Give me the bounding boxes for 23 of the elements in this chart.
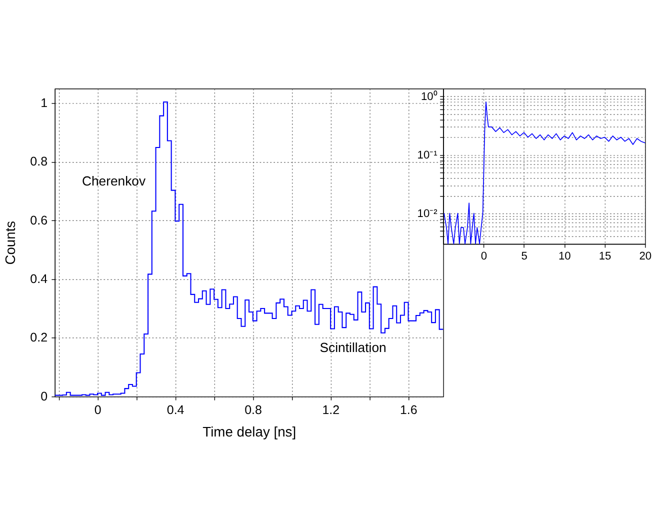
- x-tick-label: 0: [94, 403, 102, 418]
- y-axis-title: Counts: [2, 220, 18, 265]
- x-tick-label: 0.8: [244, 403, 262, 418]
- x-tick-label: 0: [480, 250, 488, 262]
- y-tick-label: 0.2: [30, 330, 48, 345]
- x-tick-label: 10: [558, 250, 571, 262]
- x-tick-label: 1.2: [322, 403, 340, 418]
- x-tick-label: 20: [639, 250, 652, 262]
- y-tick-label: 1: [40, 96, 48, 110]
- x-tick-label: 1.6: [400, 403, 418, 418]
- y-tick-label: 0.6: [30, 213, 48, 228]
- x-axis-title: Time delay [ns]: [202, 423, 296, 440]
- y-tick-label: 0.8: [30, 154, 48, 169]
- y-tick-label: 0.4: [30, 272, 48, 286]
- annotation: Scintillation: [320, 340, 386, 356]
- x-tick-label: 0.4: [166, 403, 184, 418]
- y-tick-label: 10⁻²: [417, 208, 438, 220]
- annotation: Cherenkov: [82, 174, 146, 189]
- y-tick-label: 10⁰: [420, 90, 438, 104]
- x-tick-label: 5: [521, 250, 528, 262]
- y-tick-label: 10⁻¹: [417, 150, 438, 162]
- x-tick-label: 15: [598, 250, 612, 262]
- y-tick-label: 0: [40, 389, 48, 404]
